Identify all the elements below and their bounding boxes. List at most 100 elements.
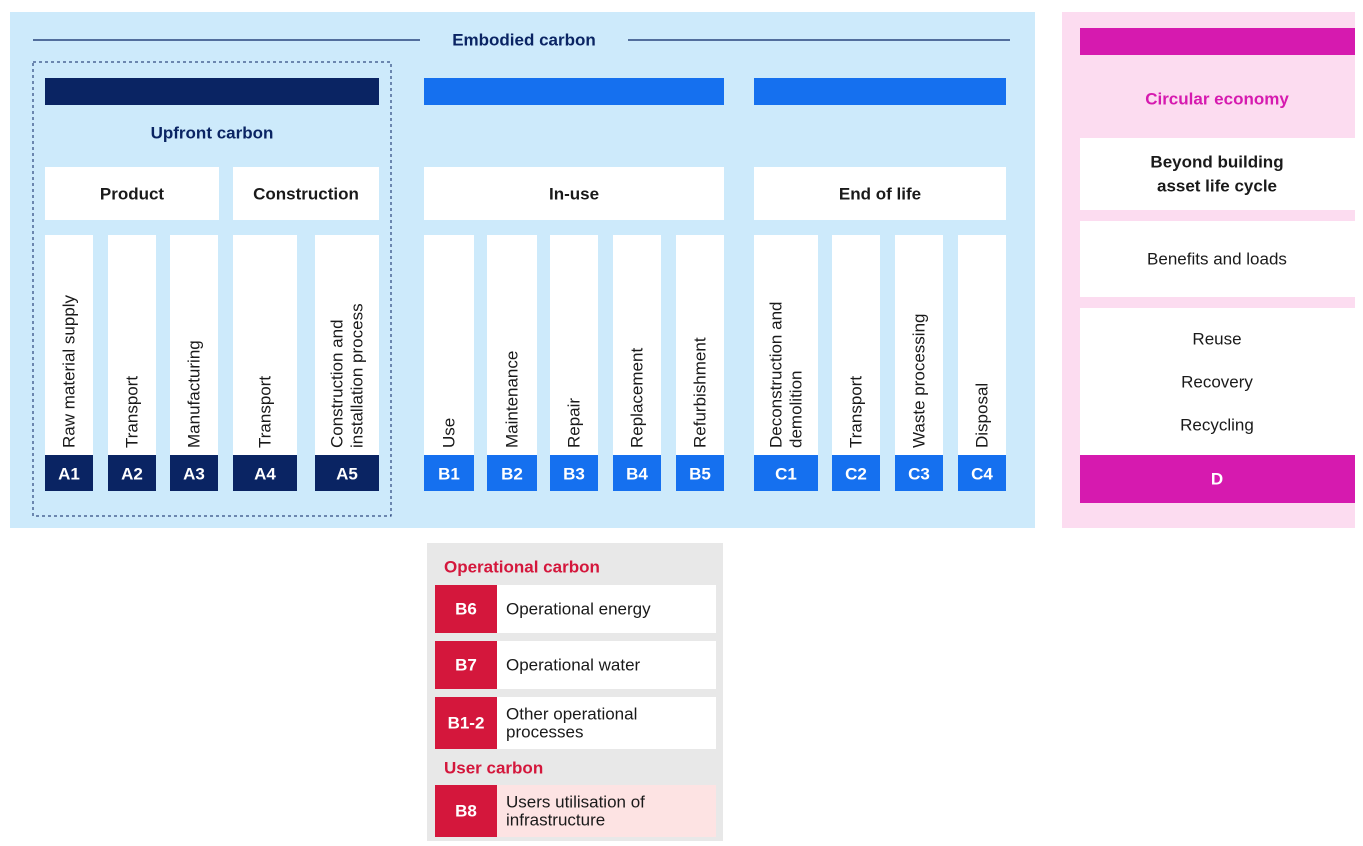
module-box xyxy=(832,235,880,455)
upfront-label: Upfront carbon xyxy=(151,124,274,143)
module-code: A3 xyxy=(183,465,205,484)
scope-label: Beyond building xyxy=(1150,153,1283,172)
module-box xyxy=(424,235,474,455)
code-box xyxy=(1080,455,1355,503)
module-code-box xyxy=(832,455,880,491)
embodied-title: Embodied carbon xyxy=(452,31,596,50)
op-label: Operational energy xyxy=(506,600,651,619)
circular-title: Circular economy xyxy=(1145,90,1289,109)
module-code-box xyxy=(233,455,297,491)
module-code-box xyxy=(45,455,93,491)
module-code-box xyxy=(550,455,598,491)
module-label: Construction and xyxy=(328,319,347,448)
op-label-box xyxy=(497,697,716,749)
module-code: A2 xyxy=(121,465,143,484)
module-box xyxy=(895,235,943,455)
module-box xyxy=(487,235,537,455)
module-box xyxy=(45,235,93,455)
stage-box xyxy=(233,167,379,220)
module-code: A5 xyxy=(336,465,358,484)
in-use-bar xyxy=(424,78,724,105)
op-code: B8 xyxy=(455,802,477,821)
module-label: Transport xyxy=(256,376,275,448)
module-code-box xyxy=(487,455,537,491)
scope-box xyxy=(1080,138,1355,210)
module-code-box xyxy=(895,455,943,491)
module-code: B2 xyxy=(501,465,523,484)
module-box xyxy=(170,235,218,455)
module-box xyxy=(550,235,598,455)
circular-code: D xyxy=(1211,470,1223,489)
op-label-box xyxy=(497,641,716,689)
module-label: Deconstruction and xyxy=(767,302,786,448)
module-code: B1 xyxy=(438,465,460,484)
circular-item: Recycling xyxy=(1180,416,1254,435)
scope-label: asset life cycle xyxy=(1157,177,1277,196)
module-label: Disposal xyxy=(973,383,992,448)
module-code: A4 xyxy=(254,465,276,484)
module-box xyxy=(613,235,661,455)
module-label: Manufacturing xyxy=(185,340,204,448)
operational-title: Operational carbon xyxy=(444,558,600,577)
user-title: User carbon xyxy=(444,759,543,778)
op-label: Other operational xyxy=(506,705,637,724)
module-label: Repair xyxy=(565,398,584,448)
stage-box xyxy=(754,167,1006,220)
op-code-box xyxy=(435,785,497,837)
op-label-box xyxy=(497,785,716,837)
module-label: Transport xyxy=(847,376,866,448)
op-label: infrastructure xyxy=(506,811,605,830)
module-code-box xyxy=(754,455,818,491)
module-label: demolition xyxy=(787,371,806,449)
module-label: Transport xyxy=(123,376,142,448)
op-code-box xyxy=(435,641,497,689)
module-label: Refurbishment xyxy=(691,337,710,448)
op-code-box xyxy=(435,697,497,749)
upfront-bar xyxy=(45,78,379,105)
module-code-box xyxy=(170,455,218,491)
module-code: B4 xyxy=(626,465,648,484)
stage-label: End of life xyxy=(839,185,921,204)
end-of-life-bar xyxy=(754,78,1006,105)
module-code: C3 xyxy=(908,465,930,484)
module-label: Use xyxy=(440,418,459,448)
module-box xyxy=(676,235,724,455)
stage-box xyxy=(424,167,724,220)
module-label: installation process xyxy=(348,303,367,448)
description: Benefits and loads xyxy=(1147,250,1287,269)
module-label: Maintenance xyxy=(503,351,522,448)
stage-box xyxy=(45,167,219,220)
module-code: B3 xyxy=(563,465,585,484)
op-label: Operational water xyxy=(506,656,641,675)
module-code-box xyxy=(958,455,1006,491)
op-code: B1-2 xyxy=(448,714,485,733)
module-code-box xyxy=(424,455,474,491)
module-label: Raw material supply xyxy=(60,294,79,448)
stage-label: Product xyxy=(100,185,165,204)
module-code-box xyxy=(676,455,724,491)
module-code: C4 xyxy=(971,465,993,484)
module-code: C2 xyxy=(845,465,867,484)
module-box xyxy=(958,235,1006,455)
module-box xyxy=(754,235,818,455)
op-code: B6 xyxy=(455,600,477,619)
description-box xyxy=(1080,221,1355,297)
op-code-box xyxy=(435,585,497,633)
module-box xyxy=(233,235,297,455)
module-box xyxy=(315,235,379,455)
module-box xyxy=(108,235,156,455)
items-box xyxy=(1080,308,1355,455)
module-code: B5 xyxy=(689,465,711,484)
circular-item: Reuse xyxy=(1192,330,1241,349)
circular-bar xyxy=(1080,28,1355,55)
module-label: Replacement xyxy=(628,348,647,448)
module-code: C1 xyxy=(775,465,797,484)
op-label: Users utilisation of xyxy=(506,793,645,812)
module-code-box xyxy=(108,455,156,491)
stage-label: In-use xyxy=(549,185,599,204)
module-label: Waste processing xyxy=(910,314,929,448)
op-label-box xyxy=(497,585,716,633)
op-label: processes xyxy=(506,723,583,742)
upfront-box xyxy=(32,61,392,517)
